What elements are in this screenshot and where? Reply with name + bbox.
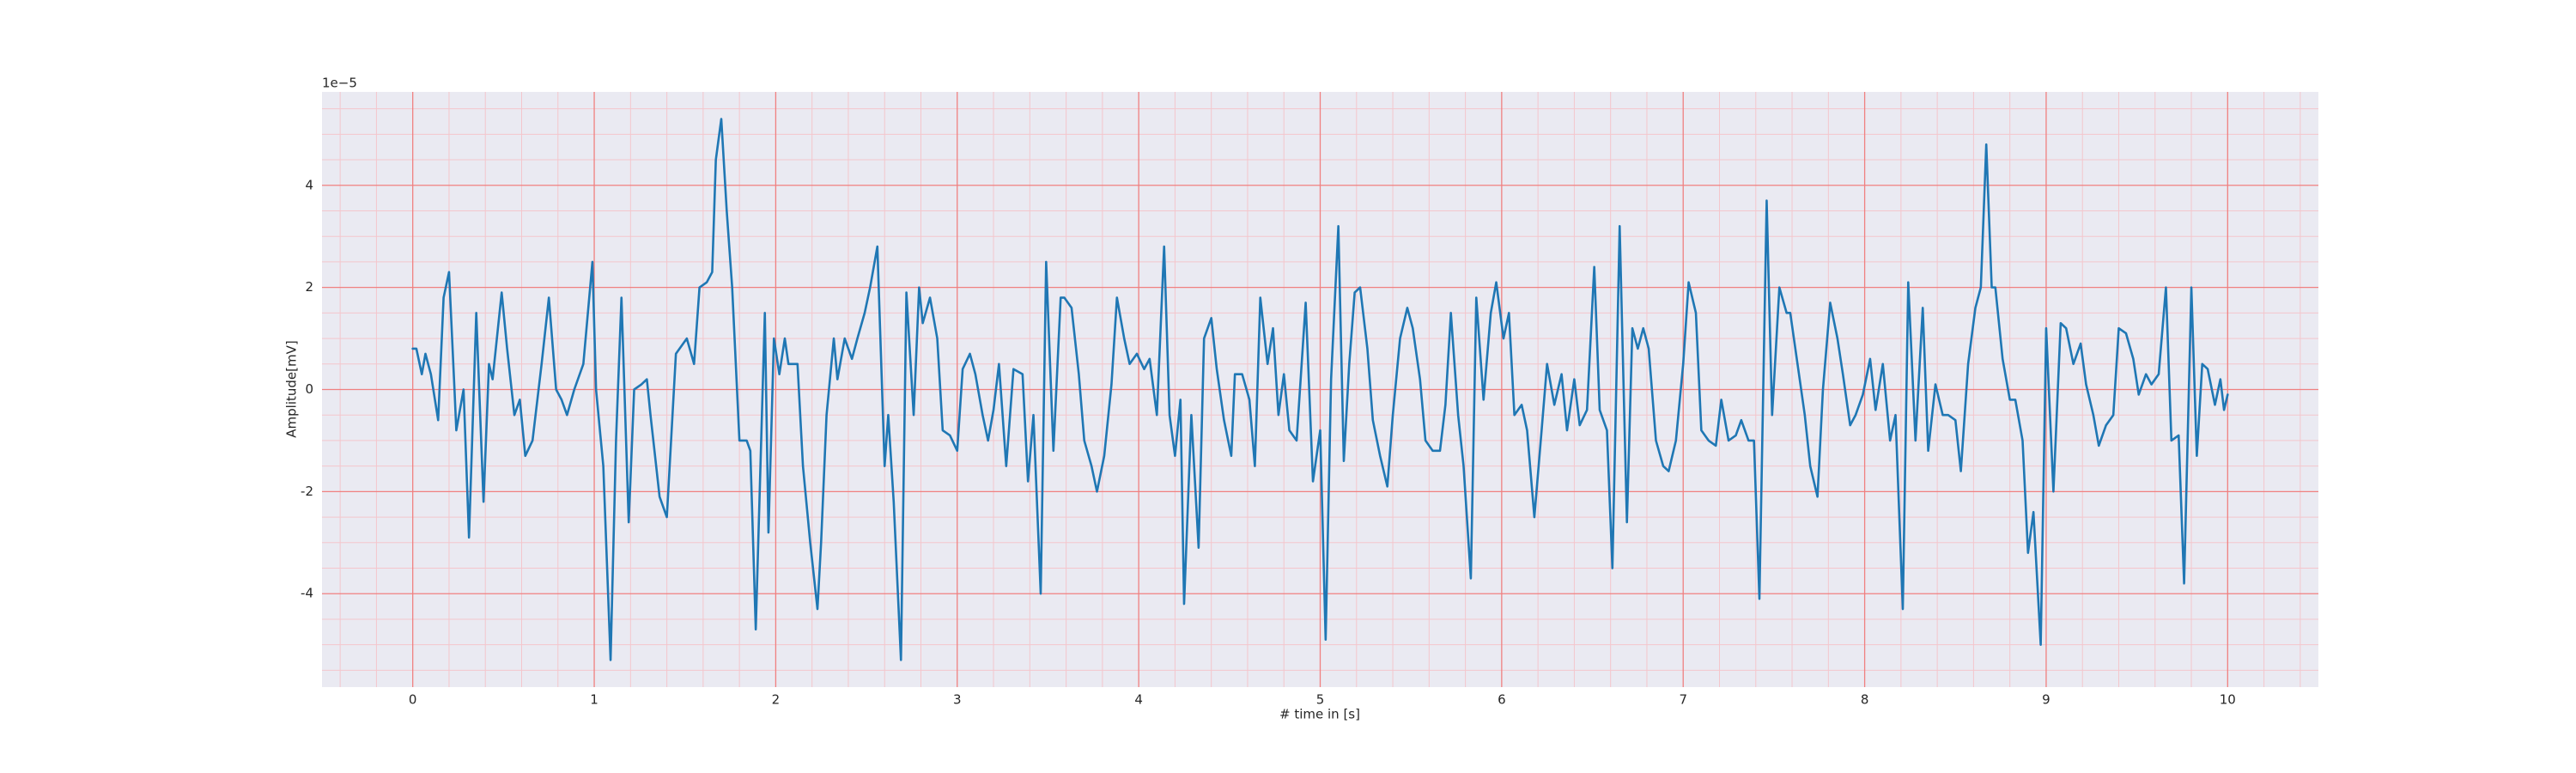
x-tick-label: 0 — [409, 692, 417, 708]
x-tick-label: 6 — [1498, 692, 1506, 708]
x-axis-label: # time in [s] — [1279, 707, 1360, 722]
x-tick-label: 9 — [2042, 692, 2050, 708]
line-layer — [411, 118, 2229, 661]
x-tick-label: 1 — [590, 692, 598, 708]
x-tick-label: 8 — [1861, 692, 1869, 708]
x-tick-label: 3 — [953, 692, 962, 708]
y-tick-label: 2 — [305, 279, 313, 295]
y-offset-label: 1e−5 — [322, 76, 357, 91]
y-axis-label: Amplitude[mV] — [284, 340, 300, 437]
signal-line — [411, 118, 2229, 661]
x-tick-label: 10 — [2220, 692, 2236, 708]
y-tick-label: 4 — [305, 177, 313, 192]
x-tick-label: 7 — [1679, 692, 1687, 708]
x-tick-label: 5 — [1316, 692, 1325, 708]
y-tick-label: 0 — [305, 381, 313, 397]
x-tick-label: 4 — [1134, 692, 1143, 708]
x-tick-label: 2 — [772, 692, 781, 708]
y-tick-label: -4 — [301, 586, 313, 601]
y-tick-label: -2 — [301, 484, 313, 499]
